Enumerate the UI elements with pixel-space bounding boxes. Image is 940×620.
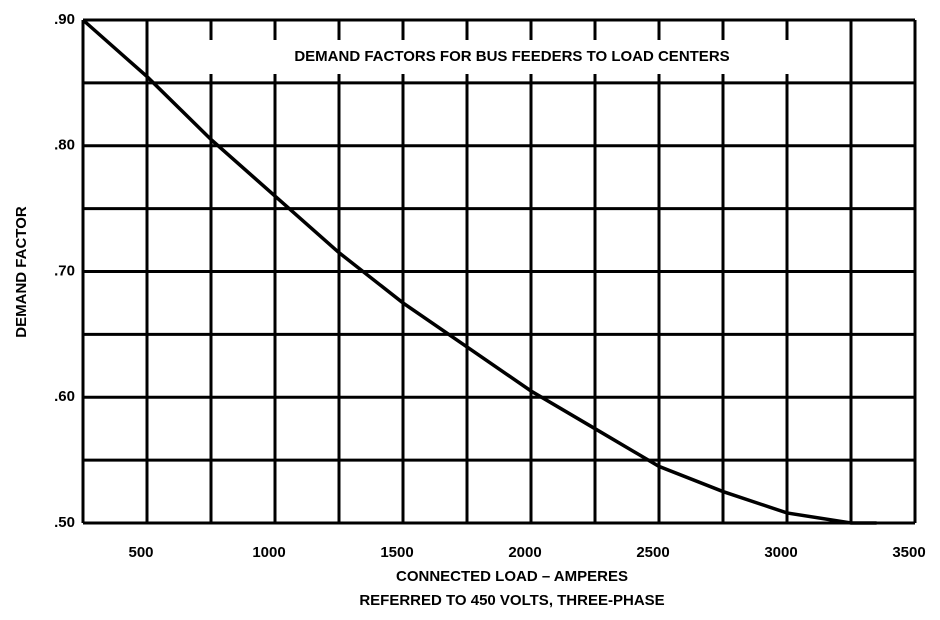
- x-tick-label: 2000: [508, 544, 541, 561]
- x-tick-label: 1000: [252, 544, 285, 561]
- x-tick-label: 3000: [764, 544, 797, 561]
- x-axis-label: REFERRED TO 450 VOLTS, THREE-PHASE: [359, 592, 664, 609]
- x-tick-label: 3500: [892, 544, 925, 561]
- x-tick-label: 2500: [636, 544, 669, 561]
- x-tick-label: 500: [128, 544, 153, 561]
- title-backdrop: [200, 40, 830, 74]
- y-axis-label: DEMAND FACTOR: [13, 206, 30, 338]
- x-axis-label: CONNECTED LOAD – AMPERES: [396, 568, 628, 585]
- y-tick-label: .70: [54, 262, 75, 279]
- y-tick-label: .60: [54, 388, 75, 405]
- x-tick-label: 1500: [380, 544, 413, 561]
- data-line: [81, 18, 877, 525]
- chart-title: DEMAND FACTORS FOR BUS FEEDERS TO LOAD C…: [294, 48, 729, 65]
- y-tick-label: .90: [54, 11, 75, 28]
- y-tick-label: .80: [54, 137, 75, 154]
- y-tick-label: .50: [54, 514, 75, 531]
